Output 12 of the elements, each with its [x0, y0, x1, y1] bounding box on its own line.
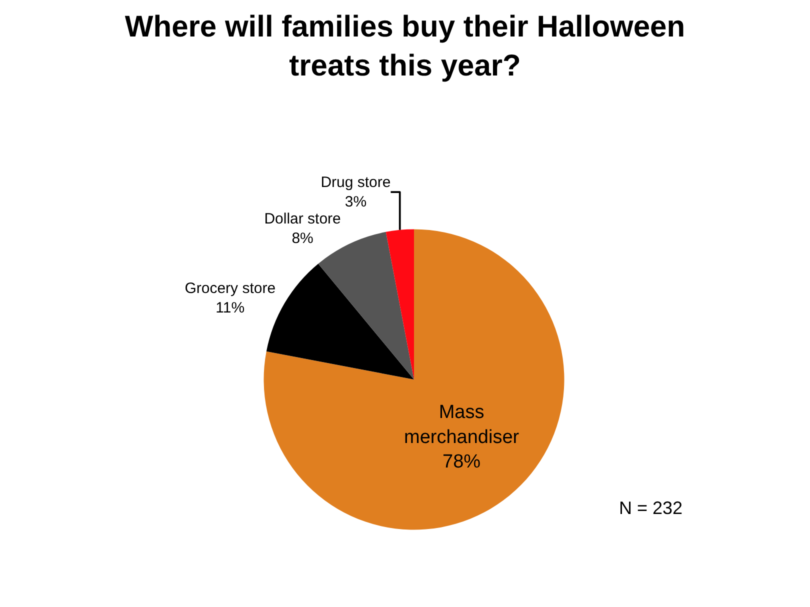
chart-title: Where will families buy their Halloween treats this year? [124, 10, 686, 82]
pie-slice [386, 229, 414, 380]
slice-label: Mass merchandiser [404, 402, 520, 448]
slice-label: Drug store [320, 174, 391, 191]
slice-label: Dollar store [264, 210, 341, 228]
text: N = 232 [619, 498, 683, 518]
data-label: 11% [216, 300, 245, 317]
data-label: 8% [292, 230, 314, 247]
pie-slice [318, 232, 414, 380]
slice-label: Grocery store [184, 280, 276, 298]
data-label: 78% [442, 452, 481, 473]
data-label: 3% [344, 193, 367, 210]
